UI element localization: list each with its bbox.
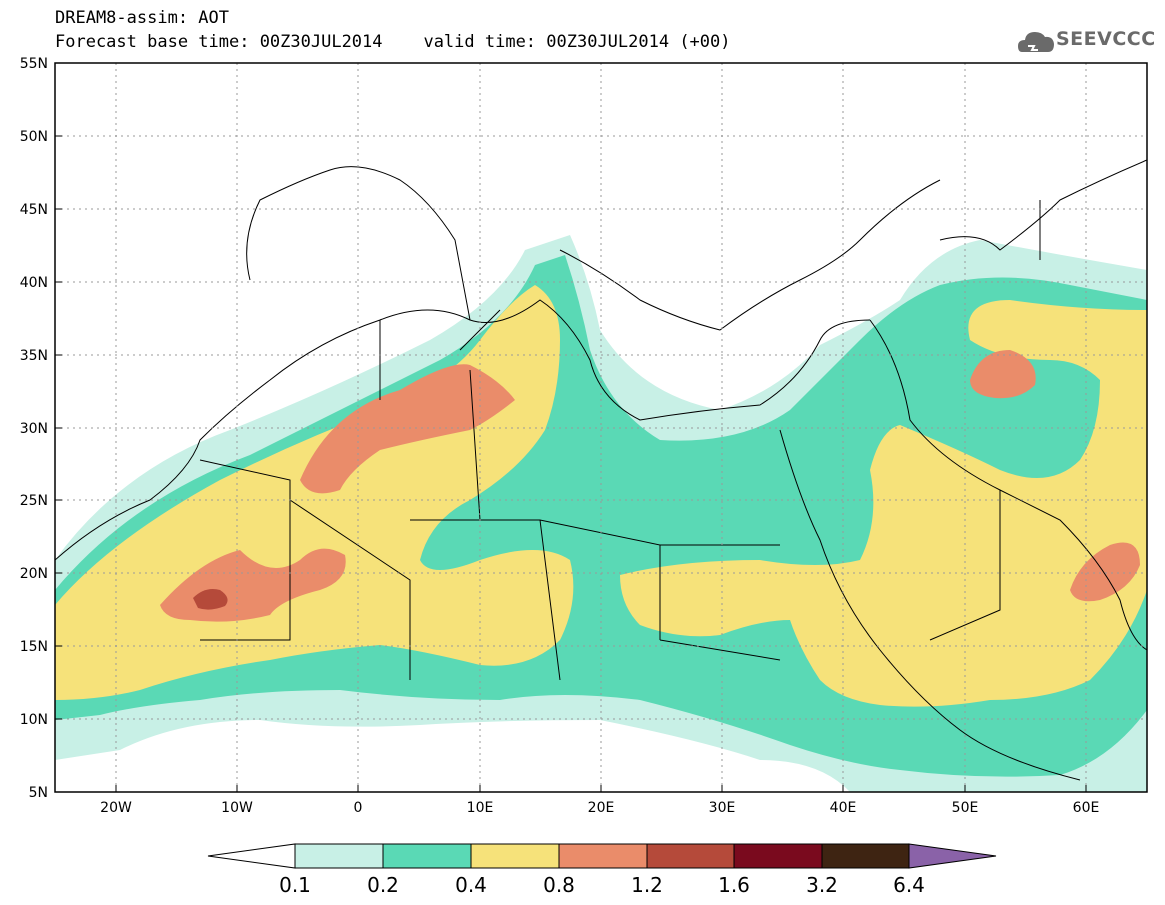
colorbar-high-arrow (908, 843, 997, 869)
colorbar-segment (821, 843, 910, 869)
lat-label: 10N (20, 712, 48, 728)
colorbar-segment (470, 843, 560, 869)
lon-label: 0 (354, 800, 363, 816)
lon-label: 20E (588, 800, 615, 816)
logo-text: SEEVCCC (1056, 28, 1156, 50)
colorbar-label: 0.8 (543, 873, 575, 897)
lat-label: 40N (20, 275, 48, 291)
lat-label: 55N (20, 56, 48, 72)
chart-title: DREAM8-assim: AOT (55, 8, 229, 28)
forecast-time-line: Forecast base time: 00Z30JUL2014 valid t… (55, 32, 731, 52)
gridlines (55, 63, 1147, 792)
lon-label: 50E (952, 800, 979, 816)
colorbar-label: 0.2 (367, 873, 399, 897)
longitude-labels: 20W 10W 0 10E 20E 30E 40E 50E 60E (100, 800, 1099, 816)
lat-label: 5N (29, 785, 48, 801)
coastlines (55, 159, 1147, 781)
lat-label: 15N (20, 639, 48, 655)
latitude-labels: 55N 50N 45N 40N 35N 30N 25N 20N 15N 10N … (20, 56, 48, 801)
colorbar-label: 0.1 (279, 873, 311, 897)
colorbar-segment (294, 843, 384, 869)
colorbar-label: 3.2 (806, 873, 838, 897)
colorbar (207, 843, 997, 869)
colorbar-segment (733, 843, 823, 869)
lat-label: 25N (20, 493, 48, 509)
lat-label: 45N (20, 202, 48, 218)
lon-label: 30E (709, 800, 736, 816)
lat-label: 35N (20, 348, 48, 364)
aot-band-0.4 (55, 285, 1147, 707)
colorbar-labels: 0.1 0.2 0.4 0.8 1.2 1.6 3.2 6.4 (279, 873, 925, 897)
colorbar-label: 0.4 (455, 873, 487, 897)
colorbar-label: 1.2 (631, 873, 663, 897)
lat-label: 30N (20, 421, 48, 437)
lon-label: 20W (100, 800, 132, 816)
colorbar-low-arrow (207, 843, 296, 869)
lat-label: 20N (20, 566, 48, 582)
cloud-icon (1018, 32, 1054, 52)
colorbar-segment (558, 843, 648, 869)
colorbar-segment (646, 843, 735, 869)
lon-label: 10W (221, 800, 253, 816)
lat-label: 50N (20, 129, 48, 145)
tick-marks (55, 62, 1087, 792)
colorbar-label: 1.6 (718, 873, 750, 897)
lon-label: 60E (1073, 800, 1100, 816)
colorbar-segment (382, 843, 472, 869)
aot-band-1.2 (193, 589, 228, 610)
lon-label: 40E (830, 800, 857, 816)
aot-band-0.8 (160, 350, 1140, 622)
colorbar-label: 6.4 (893, 873, 925, 897)
lon-label: 10E (467, 800, 494, 816)
